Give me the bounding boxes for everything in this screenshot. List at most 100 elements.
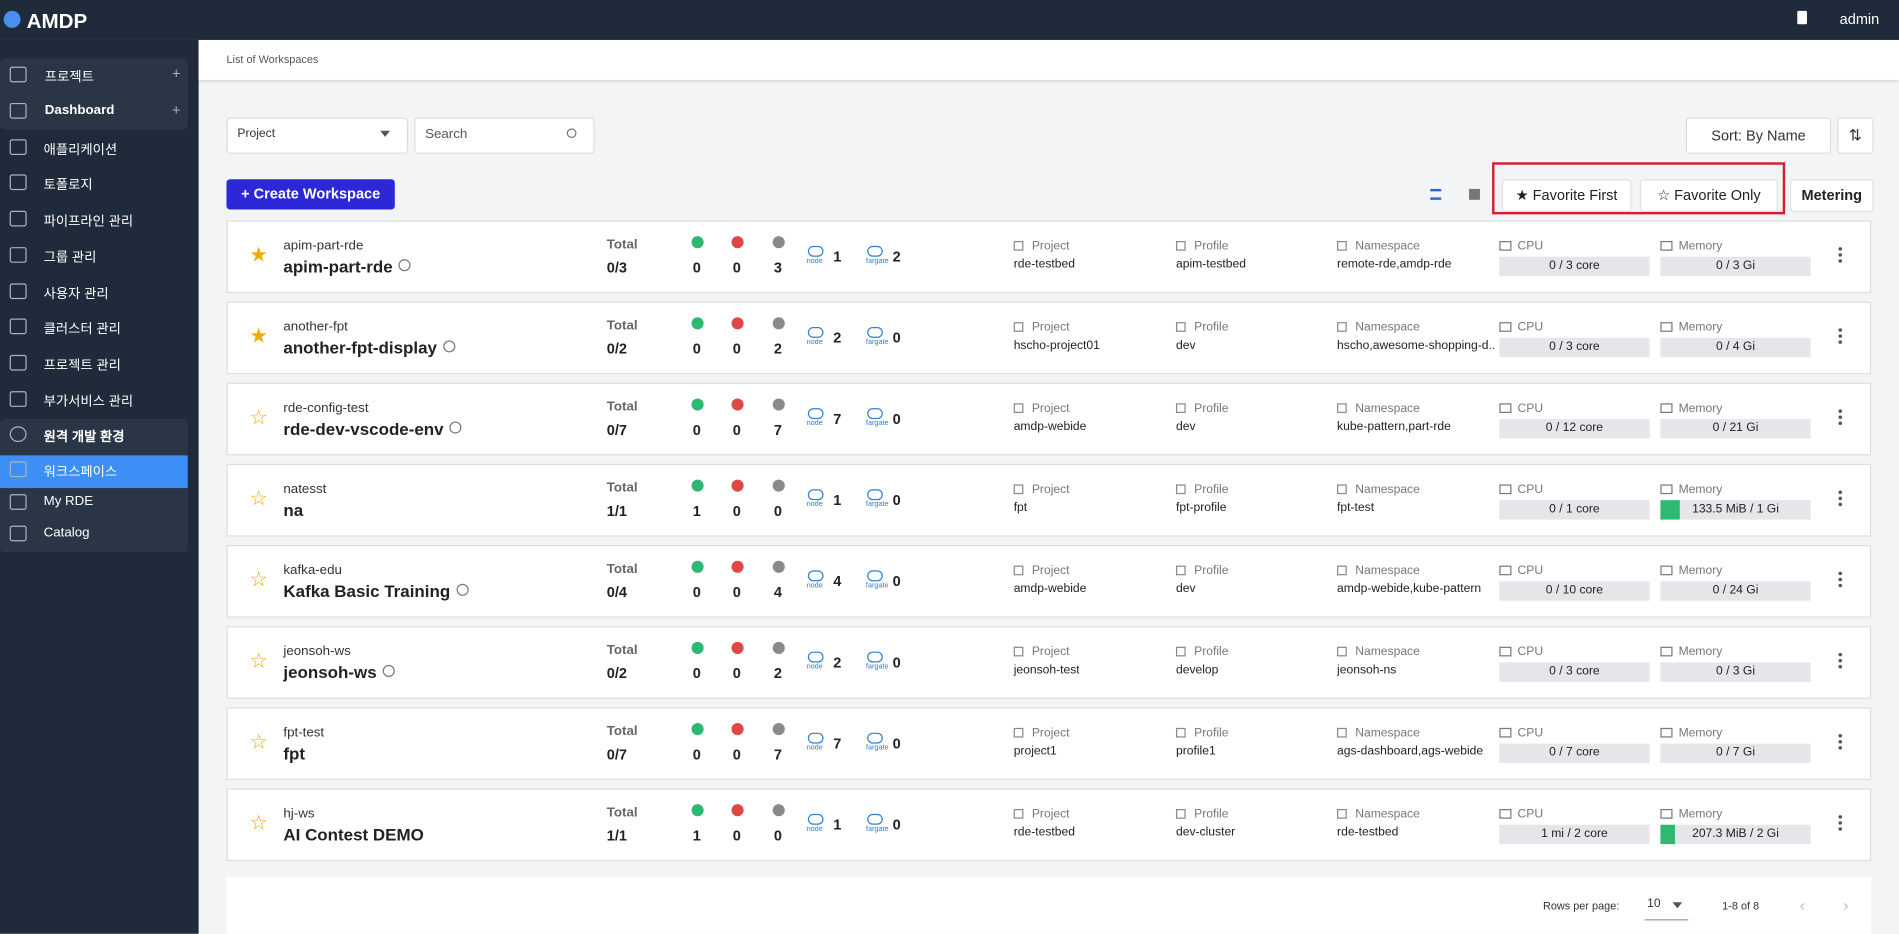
project-label: Project [1031,320,1070,335]
sidebar-add[interactable]: + [171,65,181,83]
workspace-row[interactable]: ★ apim-part-rde apim-part-rde Total 0/3 0 0 3 no… [226,220,1872,294]
sidebar-item[interactable]: 프로젝트 [44,70,94,85]
fargate-label: fargate [865,582,889,590]
fargate-count: 0 [892,410,901,428]
more-menu[interactable] [1838,570,1843,589]
workspace-row[interactable]: ☆ fpt-test fpt Total 0/7 0 0 7 node 7 fargate 0 Proj… [226,707,1872,780]
sidebar-item[interactable]: 원격 개발 환경 [43,429,125,445]
project-value: project1 [1013,744,1057,759]
memory-label: Memory [1678,483,1723,497]
profile-icon [1175,322,1186,332]
sidebar-item[interactable]: Catalog [43,525,90,541]
sidebar-item[interactable]: 부가서비스 관리 [43,394,134,410]
node-icon [807,245,824,257]
highlight-box [1492,162,1786,215]
cpu-label: CPU [1517,726,1544,740]
cpu-bar: 0 / 12 core [1499,419,1650,439]
favorite-star[interactable]: ★ [249,324,268,348]
page-size[interactable]: 10 [1647,897,1661,911]
more-menu[interactable] [1838,326,1843,346]
project-value: amdp-webide [1013,582,1087,596]
workspace-row[interactable]: ☆ kafka-edu Kafka Basic Training Total 0/4 0 0… [226,544,1872,618]
favorite-star[interactable]: ☆ [249,486,268,510]
memory-icon [1660,646,1673,657]
header [0,0,1899,40]
grid-view-icon[interactable] [1469,188,1480,200]
total-value: 0/2 [606,664,627,682]
status-icon [772,560,785,573]
create-label: Create Workspace [253,185,381,203]
memory-label: Memory [1678,807,1723,822]
error-count: 0 [732,340,741,358]
more-menu[interactable] [1838,489,1843,508]
sidebar-item[interactable]: My RDE [43,494,94,509]
sidebar-add[interactable]: + [171,101,181,119]
sidebar-item[interactable]: 워크스페이스 [43,465,118,480]
profile-value: dev [1175,420,1196,434]
info-icon[interactable] [449,421,462,434]
doc-icon[interactable] [1797,10,1807,25]
project-value: fpt [1013,501,1028,515]
workspace-display: apim-part-rde [283,257,411,276]
sidebar-item[interactable]: 토폴로지 [43,178,93,193]
sidebar-icon [9,174,27,191]
workspace-row[interactable]: ☆ jeonsoh-ws jeonsoh-ws Total 0/2 0 0 2 node 2 far… [226,626,1872,699]
favorite-first-button[interactable]: ★ Favorite First [1501,179,1632,212]
more-menu[interactable] [1838,408,1843,427]
user[interactable]: admin [1839,10,1880,28]
favorite-star[interactable]: ☆ [249,649,268,673]
memory-bar: 0 / 3 Gi [1660,256,1811,277]
sidebar-item[interactable]: 프로젝트 관리 [43,358,121,374]
prev-page[interactable]: ‹ [1799,896,1805,915]
workspace-name: hj-ws [283,806,315,822]
favorite-only-button[interactable]: ☆ Favorite Only [1639,179,1778,212]
project-label: Project [1031,483,1070,497]
stopped-count: 7 [773,746,782,763]
favorite-star[interactable]: ☆ [249,811,268,835]
info-icon[interactable] [456,583,469,596]
metering-button[interactable]: Metering [1790,179,1874,212]
sort-order-button[interactable]: ⇅ [1837,117,1874,154]
favorite-star[interactable]: ☆ [249,730,268,754]
running-count: 0 [692,259,701,277]
info-icon[interactable] [398,259,411,272]
more-menu[interactable] [1838,245,1843,265]
namespace-value: ags-dashboard,ags-webide [1337,744,1484,759]
cpu-value: 0 / 3 core [1549,664,1600,679]
more-menu[interactable] [1838,651,1843,670]
sidebar-item[interactable]: 애플리케이션 [43,142,118,158]
sidebar-item[interactable]: 사용자 관리 [43,287,109,302]
info-icon[interactable] [382,664,395,678]
cpu-icon [1499,322,1512,332]
next-page[interactable]: › [1843,896,1849,915]
project-label: Project [1031,645,1070,659]
info-icon[interactable] [442,340,456,353]
status-icon [691,723,704,736]
workspace-row[interactable]: ☆ hj-ws AI Contest DEMO Total 1/1 1 0 0 node 1 far… [226,788,1872,862]
fargate-icon [867,489,883,501]
fargate-icon [867,570,883,582]
sidebar-item[interactable]: 파이프라인 관리 [43,214,134,229]
favorite-star[interactable]: ★ [249,243,268,267]
workspace-row[interactable]: ☆ rde-config-test rde-dev-vscode-env Total 0… [226,382,1872,456]
sidebar-item[interactable]: 클러스터 관리 [43,322,121,337]
favorite-star[interactable]: ☆ [249,568,268,592]
sort-button[interactable]: Sort: By Name [1685,117,1832,154]
project-label: Project [1031,239,1070,254]
cpu-bar: 1 mi / 2 core [1499,824,1650,845]
project-select[interactable] [226,117,409,154]
more-menu[interactable] [1838,732,1843,751]
sidebar-item[interactable]: 그룹 관리 [43,250,97,266]
status-icon [772,641,785,654]
memory-value: 0 / 4 Gi [1715,340,1756,354]
create-button[interactable]: + Create Workspace [226,179,395,210]
sidebar-item[interactable]: Dashboard [44,102,115,118]
search-placeholder: Search [425,127,468,142]
workspace-row[interactable]: ★ another-fpt another-fpt-display Total 0/2 0… [226,301,1872,375]
workspace-row[interactable]: ☆ natesst na Total 1/1 1 0 0 node 1 fargate 0 Projec… [226,463,1872,537]
favorite-star[interactable]: ☆ [249,405,268,429]
more-menu[interactable] [1838,813,1843,833]
list-view-icon[interactable] [1430,188,1442,200]
status-icon [731,236,744,249]
search-box[interactable] [414,117,595,154]
